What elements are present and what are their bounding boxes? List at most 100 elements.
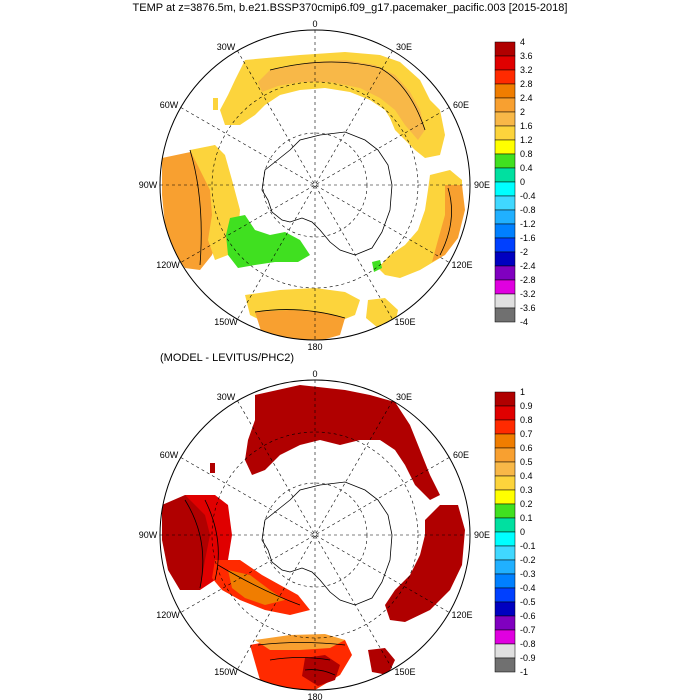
top-map-fields bbox=[162, 52, 465, 340]
top-lon-150e: 150E bbox=[394, 317, 415, 327]
top-colorbar-label-10: 0 bbox=[520, 177, 525, 187]
bottom-colorbar-label-4: 0.6 bbox=[520, 443, 533, 453]
bottom-colorbar-swatch-5 bbox=[494, 461, 516, 477]
top-field-speck bbox=[213, 98, 218, 110]
top-lon-90w: 90W bbox=[139, 180, 158, 190]
top-colorbar-swatch-11 bbox=[494, 195, 516, 211]
top-colorbar-swatch-6 bbox=[494, 125, 516, 141]
top-colorbar-swatch-16 bbox=[494, 265, 516, 281]
bottom-colorbar-swatch-16 bbox=[494, 615, 516, 631]
top-colorbar-label-0: 4 bbox=[520, 37, 525, 47]
top-colorbar-swatch-15 bbox=[494, 251, 516, 267]
top-colorbar-swatch-3 bbox=[494, 83, 516, 99]
top-colorbar-swatch-9 bbox=[494, 167, 516, 183]
bottom-colorbar-label-15: -0.5 bbox=[520, 597, 536, 607]
bottom-colorbar-swatch-7 bbox=[494, 489, 516, 505]
bottom-colorbar-swatch-2 bbox=[494, 419, 516, 435]
bottom-field-speck bbox=[210, 463, 215, 473]
bottom-colorbar-swatch-15 bbox=[494, 601, 516, 617]
bottom-colorbar-label-3: 0.7 bbox=[520, 429, 533, 439]
top-colorbar-label-5: 2 bbox=[520, 107, 525, 117]
bottom-colorbar-label-10: 0 bbox=[520, 527, 525, 537]
top-lon-180: 180 bbox=[307, 342, 322, 352]
top-colorbar-label-12: -0.8 bbox=[520, 205, 536, 215]
top-colorbar-swatch-7 bbox=[494, 139, 516, 155]
bottom-colorbar-swatch-9 bbox=[494, 517, 516, 533]
top-colorbar-label-6: 1.6 bbox=[520, 121, 533, 131]
top-colorbar-label-2: 3.2 bbox=[520, 65, 533, 75]
top-colorbar-label-14: -1.6 bbox=[520, 233, 536, 243]
bottom-colorbar-label-11: -0.1 bbox=[520, 541, 536, 551]
top-colorbar-label-3: 2.8 bbox=[520, 79, 533, 89]
top-colorbar-swatch-13 bbox=[494, 223, 516, 239]
bottom-colorbar-swatch-13 bbox=[494, 573, 516, 589]
bottom-lon-30e: 30E bbox=[396, 392, 412, 402]
top-antarctica bbox=[261, 131, 393, 256]
top-colorbar-label-17: -2.8 bbox=[520, 275, 536, 285]
bottom-map-border bbox=[159, 379, 471, 691]
bottom-colorbar-label-17: -0.7 bbox=[520, 625, 536, 635]
top-lon-120e: 120E bbox=[451, 260, 472, 270]
top-colorbar-label-19: -3.6 bbox=[520, 303, 536, 313]
bottom-colorbar-label-19: -0.9 bbox=[520, 653, 536, 663]
bottom-lon-90w: 90W bbox=[139, 530, 158, 540]
top-colorbar-swatch-5 bbox=[494, 111, 516, 127]
top-colorbar-swatch-12 bbox=[494, 209, 516, 225]
top-colorbar-swatch-14 bbox=[494, 237, 516, 253]
bottom-colorbar-label-0: 1 bbox=[520, 387, 525, 397]
bottom-colorbar-swatch-1 bbox=[494, 405, 516, 421]
bottom-colorbar-label-1: 0.9 bbox=[520, 401, 533, 411]
bottom-lon-150w: 150W bbox=[214, 667, 238, 677]
bottom-colorbar-label-16: -0.6 bbox=[520, 611, 536, 621]
bottom-antarctica bbox=[261, 481, 393, 606]
bottom-colorbar-swatch-14 bbox=[494, 587, 516, 603]
bottom-lon-150e: 150E bbox=[394, 667, 415, 677]
top-lon-60w: 60W bbox=[160, 100, 179, 110]
bottom-colorbar-swatch-19 bbox=[494, 657, 516, 673]
bottom-colorbar-label-2: 0.8 bbox=[520, 415, 533, 425]
top-lon-30w: 30W bbox=[217, 42, 236, 52]
bottom-contours bbox=[184, 499, 346, 676]
top-colorbar-swatch-2 bbox=[494, 69, 516, 85]
bottom-colorbar: 1 0.9 0.8 0.7 0.6 0.5 0.4 0.3 0.2 0.1 0 -0.1 -0.2 -0.… bbox=[494, 387, 536, 677]
bottom-map: 0 30E 60E 90E 120E 150E 180 150W 120W 90… bbox=[139, 369, 490, 700]
bottom-colorbar-swatch-4 bbox=[494, 447, 516, 463]
top-colorbar-label-20: -4 bbox=[520, 317, 528, 327]
top-lon-150w: 150W bbox=[214, 317, 238, 327]
top-field-atlantic-core bbox=[258, 60, 425, 140]
bottom-map-fields bbox=[162, 385, 465, 690]
bottom-colorbar-swatch-10 bbox=[494, 531, 516, 547]
top-colorbar: 4 3.6 3.2 2.8 2.4 2 1.6 1.2 0.8 0.4 0 -0.4 -0.8 -1.2 -… bbox=[494, 37, 536, 327]
top-colorbar-swatch-10 bbox=[494, 181, 516, 197]
top-colorbar-swatch-18 bbox=[494, 293, 516, 309]
title-bottom: (MODEL - LEVITUS/PHC2) bbox=[160, 352, 295, 364]
top-colorbar-swatch-1 bbox=[494, 55, 516, 71]
top-lon-120w: 120W bbox=[156, 260, 180, 270]
top-colorbar-label-9: 0.4 bbox=[520, 163, 533, 173]
top-field-pacific-south-orange bbox=[255, 310, 345, 340]
top-lon-90e: 90E bbox=[474, 180, 490, 190]
top-colorbar-swatch-4 bbox=[494, 97, 516, 113]
bottom-colorbar-label-8: 0.2 bbox=[520, 499, 533, 509]
top-colorbar-swatch-17 bbox=[494, 279, 516, 295]
top-lon-0: 0 bbox=[312, 19, 317, 29]
bottom-colorbar-label-20: -1 bbox=[520, 667, 528, 677]
bottom-lon-120w: 120W bbox=[156, 610, 180, 620]
bottom-lon-120e: 120E bbox=[451, 610, 472, 620]
top-colorbar-label-8: 0.8 bbox=[520, 149, 533, 159]
bottom-colorbar-label-14: -0.4 bbox=[520, 583, 536, 593]
top-contours bbox=[189, 61, 452, 319]
bottom-lon-60w: 60W bbox=[160, 450, 179, 460]
top-lon-30e: 30E bbox=[396, 42, 412, 52]
title-top: TEMP at z=3876.5m, b.e21.BSSP370cmip6.f0… bbox=[132, 2, 568, 14]
bottom-lon-0: 0 bbox=[312, 369, 317, 379]
bottom-field-150e bbox=[368, 648, 395, 675]
top-colorbar-label-11: -0.4 bbox=[520, 191, 536, 201]
bottom-colorbar-swatch-17 bbox=[494, 629, 516, 645]
top-colorbar-label-7: 1.2 bbox=[520, 135, 533, 145]
bottom-colorbar-swatch-18 bbox=[494, 643, 516, 659]
bottom-colorbar-swatch-0 bbox=[494, 391, 516, 407]
bottom-field-atlantic bbox=[245, 385, 440, 500]
bottom-colorbar-swatch-11 bbox=[494, 545, 516, 561]
